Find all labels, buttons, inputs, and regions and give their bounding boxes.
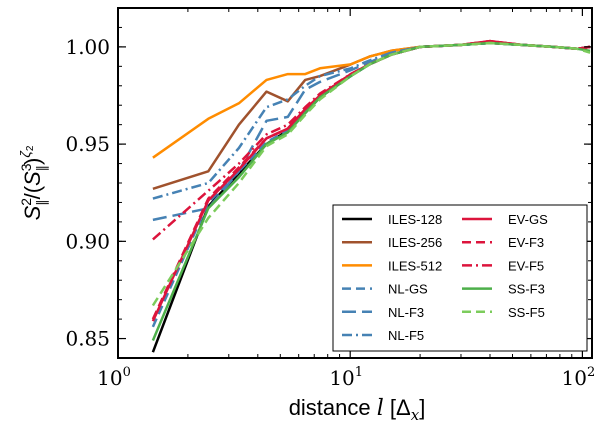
x-axis-title: distance l [Δx] [289, 395, 426, 424]
ticks-layer: 0.85 0.90 0.95 1.00 100 101 102 [65, 7, 596, 390]
legend: ILES-128 ILES-256 ILES-512 NL-GS NL-F3 NL-F5 E… [332, 204, 588, 352]
legend-box [332, 204, 588, 352]
x-tick-label: 100 [97, 365, 131, 390]
legend-label-ev-f3: EV-F3 [508, 235, 544, 250]
legend-label-nl-f3: NL-F3 [388, 305, 424, 320]
legend-label-ss-f3: SS-F3 [508, 282, 545, 297]
legend-label-iles-128: ILES-128 [388, 212, 442, 227]
legend-label-iles-256: ILES-256 [388, 235, 442, 250]
y-tick-label: 0.85 [65, 327, 110, 351]
x-tick-label: 101 [329, 365, 363, 390]
legend-label-nl-gs: NL-GS [388, 282, 428, 297]
legend-items: ILES-128 ILES-256 ILES-512 NL-GS NL-F3 NL-F5 E… [342, 212, 548, 343]
legend-label-nl-f5: NL-F5 [388, 328, 424, 343]
x-tick-label: 102 [562, 365, 596, 390]
legend-label-ev-f5: EV-F5 [508, 258, 544, 273]
y-tick-label: 0.95 [65, 132, 110, 156]
y-tick-label: 1.00 [65, 35, 110, 59]
legend-label-iles-512: ILES-512 [388, 258, 442, 273]
legend-label-ss-f5: SS-F5 [508, 305, 545, 320]
series-line-nl-f5 [152, 41, 591, 200]
legend-label-ev-gs: EV-GS [508, 212, 548, 227]
y-axis-title: S2∥/(S3∥)ζ2 [17, 145, 49, 220]
series-layer [151, 39, 591, 353]
series-line-ss-f5 [151, 41, 591, 307]
y-tick-label: 0.90 [65, 229, 110, 253]
